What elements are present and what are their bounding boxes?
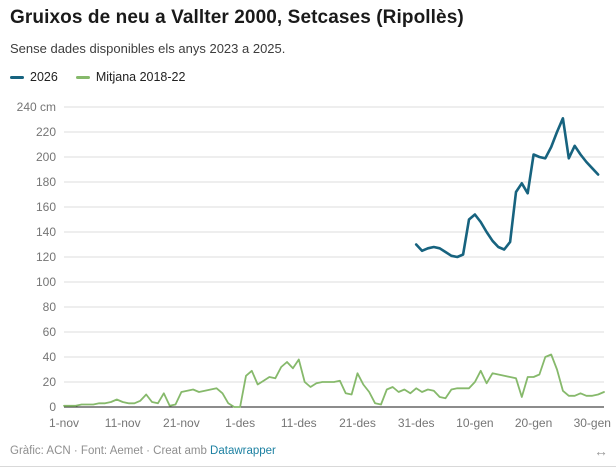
- y-tick-label: 120: [36, 250, 56, 264]
- chart-footer: Gràfic: ACN · Font: Aemet · Creat amb Da…: [10, 444, 608, 458]
- legend-label: Mitjana 2018-22: [95, 70, 186, 84]
- y-tick-label: 160: [36, 200, 56, 214]
- legend-swatch-icon: [10, 75, 24, 79]
- chart-title: Gruixos de neu a Vallter 2000, Setcases …: [10, 7, 464, 28]
- credit-line: Gràfic: ACN · Font: Aemet · Creat amb Da…: [10, 445, 276, 457]
- y-tick-label: 40: [43, 350, 57, 364]
- y-tick-label: 220: [36, 125, 56, 139]
- x-tick-label: 11-des: [281, 416, 317, 430]
- x-tick-label: 1-des: [225, 416, 255, 430]
- legend-item-2026: 2026: [10, 70, 58, 84]
- legend-label: 2026: [30, 70, 58, 84]
- snow-depth-line-chart: 0 20 40 60 80 100 120 140 160 180 200 220 240 cm 1-no…: [17, 100, 611, 430]
- series-line-mitjana-2018-22: [63, 353, 605, 408]
- y-tick-label: 60: [43, 325, 57, 339]
- x-tick-label: 21-nov: [163, 416, 200, 430]
- x-tick-label: 21-des: [339, 416, 376, 430]
- y-tick-label: 0: [49, 400, 56, 414]
- y-tick-label: 240 cm: [17, 100, 56, 114]
- bottom-divider: [0, 466, 616, 467]
- x-tick-label: 10-gen: [456, 416, 493, 430]
- y-tick-label: 180: [36, 175, 56, 189]
- x-tick-label: 31-des: [398, 416, 435, 430]
- x-tick-label: 11-nov: [105, 416, 141, 430]
- x-tick-label: 20-gen: [515, 416, 552, 430]
- resize-arrows-icon[interactable]: ↔: [594, 443, 608, 459]
- legend-item-mitjana: Mitjana 2018-22: [75, 70, 186, 84]
- series-line-2026: [414, 116, 600, 259]
- chart-subtitle: Sense dades disponibles els anys 2023 a …: [10, 41, 286, 56]
- x-tick-label: 1-nov: [49, 416, 79, 430]
- legend-swatch-icon: [75, 75, 90, 79]
- y-tick-label: 80: [43, 300, 57, 314]
- y-tick-label: 140: [36, 225, 56, 239]
- chart-legend: 2026 Mitjana 2018-22: [10, 70, 606, 84]
- credit-text: Gràfic: ACN · Font: Aemet · Creat amb: [10, 445, 207, 457]
- x-tick-label: 30-gen: [574, 416, 611, 430]
- y-tick-label: 100: [36, 275, 56, 289]
- datawrapper-link[interactable]: Datawrapper: [210, 445, 276, 457]
- y-tick-label: 200: [36, 150, 56, 164]
- y-tick-label: 20: [43, 375, 57, 389]
